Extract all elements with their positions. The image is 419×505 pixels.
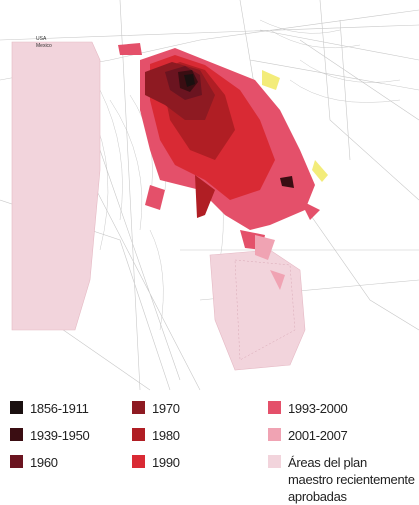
legend-item: 1960 [10,454,132,481]
legend-item: 1856-1911 [10,400,132,427]
legend-label: 1993-2000 [288,401,348,416]
urban-1980 [195,175,215,218]
legend-swatch [268,401,281,414]
urban-1856-1911 [184,74,195,87]
map: USA Mexico [0,0,419,391]
plan-grid [234,259,296,361]
legend-item: 1993-2000 [268,400,415,427]
legend-label: Áreas del plan maestro recientemente apr… [288,455,415,504]
industrial [262,70,328,182]
map-label: USA [36,36,47,42]
urban-1939-1950 [280,176,294,188]
legend-label: 1970 [152,401,180,416]
legend-label: 1990 [152,455,180,470]
legend-item: 2001-2007 [268,427,415,454]
legend-swatch [10,428,23,441]
plan-area [209,249,306,371]
legend-swatch [10,401,23,414]
legend-item: 1990 [132,454,268,481]
legend-label: 1939-1950 [30,428,90,443]
legend-swatch [268,428,281,441]
legend-item: 1980 [132,427,268,454]
map-label: Mexico [36,43,52,49]
legend-label: 1960 [30,455,58,470]
legend-label: 1980 [152,428,180,443]
legend-swatch [132,455,145,468]
legend-label: 2001-2007 [288,428,348,443]
legend-swatch [132,401,145,414]
legend-item: Áreas del plan maestro recientemente apr… [268,454,415,504]
legend-label: 1856-1911 [30,401,89,416]
legend: 1856-1911 1939-1950 1960 1970 1980 1990 1993-2… [10,400,415,504]
legend-swatch [132,428,145,441]
legend-swatch [10,455,23,468]
legend-item: 1939-1950 [10,427,132,454]
plan-area [11,41,101,331]
legend-item: 1970 [132,400,268,427]
legend-swatch [268,455,281,468]
urban-2001-2007 [255,235,285,290]
